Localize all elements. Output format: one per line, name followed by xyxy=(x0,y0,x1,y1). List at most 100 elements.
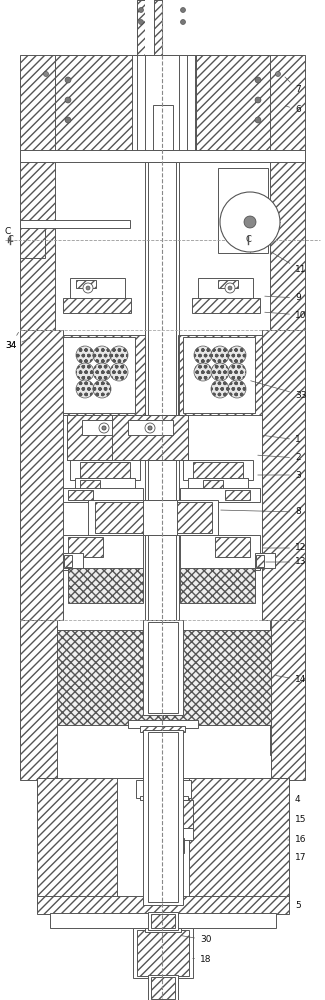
Text: C: C xyxy=(245,235,251,244)
Bar xyxy=(145,162,179,752)
Circle shape xyxy=(93,380,111,398)
Bar xyxy=(76,280,96,288)
Circle shape xyxy=(211,363,229,381)
Circle shape xyxy=(228,346,246,364)
Bar xyxy=(20,330,63,620)
Bar xyxy=(218,280,238,288)
Bar xyxy=(136,780,191,798)
Text: 12: 12 xyxy=(263,544,306,552)
Bar xyxy=(50,913,276,928)
Text: 1: 1 xyxy=(263,435,301,444)
Text: 15: 15 xyxy=(288,816,306,824)
Circle shape xyxy=(244,216,256,228)
Bar xyxy=(188,778,289,898)
Bar xyxy=(192,298,260,313)
Text: 16: 16 xyxy=(288,836,306,844)
Bar xyxy=(215,537,250,557)
Circle shape xyxy=(228,380,246,398)
Text: C: C xyxy=(5,228,11,236)
Bar xyxy=(88,500,218,535)
Bar xyxy=(63,488,143,502)
Text: C: C xyxy=(7,235,13,244)
Bar xyxy=(270,55,305,755)
Text: 13: 13 xyxy=(266,558,306,566)
Bar xyxy=(20,55,55,755)
Bar xyxy=(64,555,72,567)
Bar xyxy=(180,535,260,570)
Circle shape xyxy=(110,346,128,364)
Circle shape xyxy=(86,286,90,290)
Bar xyxy=(37,896,289,914)
Text: 9: 9 xyxy=(265,294,301,302)
Text: 10: 10 xyxy=(265,310,306,320)
Bar xyxy=(163,630,273,725)
Bar xyxy=(63,337,135,413)
Bar xyxy=(143,730,183,905)
Text: 2: 2 xyxy=(258,454,301,462)
Circle shape xyxy=(93,363,111,381)
Circle shape xyxy=(228,363,246,381)
Bar xyxy=(203,480,223,488)
Bar xyxy=(155,828,193,840)
Bar xyxy=(170,502,212,533)
Bar xyxy=(117,778,189,898)
Bar xyxy=(137,0,162,55)
Bar xyxy=(148,732,178,902)
Bar xyxy=(68,490,93,500)
Text: 14: 14 xyxy=(276,675,306,684)
Circle shape xyxy=(44,72,48,77)
Circle shape xyxy=(255,97,261,103)
Bar xyxy=(256,555,264,567)
Circle shape xyxy=(83,283,93,293)
Circle shape xyxy=(255,117,261,123)
Bar xyxy=(178,838,184,853)
Bar xyxy=(75,478,135,490)
Text: 17: 17 xyxy=(288,853,306,862)
Circle shape xyxy=(65,117,71,123)
Bar xyxy=(133,928,193,978)
Circle shape xyxy=(211,346,229,364)
Circle shape xyxy=(194,363,212,381)
Circle shape xyxy=(194,346,212,364)
Bar xyxy=(151,977,175,999)
Text: 34: 34 xyxy=(5,340,16,350)
Bar xyxy=(183,337,255,413)
Bar xyxy=(20,150,305,162)
Bar xyxy=(137,55,187,155)
Bar xyxy=(255,553,275,568)
Circle shape xyxy=(65,97,71,103)
Bar xyxy=(225,490,250,500)
Bar xyxy=(178,335,268,415)
Bar xyxy=(196,55,274,155)
Bar xyxy=(271,620,305,780)
Circle shape xyxy=(145,423,155,433)
Bar xyxy=(128,720,198,728)
Bar xyxy=(112,415,188,460)
Circle shape xyxy=(102,426,106,430)
Bar xyxy=(37,778,289,898)
Text: 3: 3 xyxy=(258,471,301,480)
Bar xyxy=(128,420,173,435)
Bar xyxy=(148,162,176,752)
Bar xyxy=(180,488,260,502)
Circle shape xyxy=(76,363,94,381)
Bar xyxy=(140,796,188,800)
Bar xyxy=(80,480,100,488)
Bar xyxy=(270,68,288,83)
Bar xyxy=(20,228,45,258)
Bar xyxy=(52,55,132,155)
Circle shape xyxy=(110,363,128,381)
Circle shape xyxy=(180,7,186,12)
Circle shape xyxy=(220,192,280,252)
Bar xyxy=(137,930,189,976)
Circle shape xyxy=(180,19,186,24)
Bar xyxy=(130,55,195,155)
Bar xyxy=(188,478,248,490)
Bar xyxy=(63,535,143,570)
Bar xyxy=(218,168,268,253)
Bar xyxy=(68,537,103,557)
Text: 11: 11 xyxy=(270,251,306,274)
Bar xyxy=(20,620,57,780)
Bar xyxy=(145,55,179,155)
Bar xyxy=(63,553,83,568)
